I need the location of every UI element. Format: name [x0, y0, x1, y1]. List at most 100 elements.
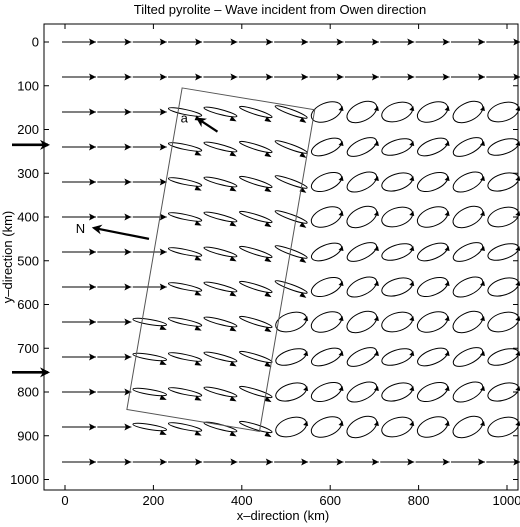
polarization-glyph	[167, 387, 203, 401]
polarization-glyph	[167, 422, 203, 436]
polarization-glyph	[203, 246, 238, 262]
polarization-glyph	[97, 143, 132, 151]
polarization-glyph	[62, 283, 96, 291]
polarization-glyph	[344, 38, 379, 46]
polarization-glyph	[452, 276, 485, 298]
polarization-glyph	[381, 277, 415, 297]
polarization-glyph	[62, 213, 96, 221]
polarization-glyph	[309, 458, 344, 466]
polarization-glyph	[310, 276, 344, 298]
polarization-glyph	[239, 385, 273, 403]
polarization-glyph	[346, 242, 379, 262]
polarization-glyph	[274, 105, 308, 123]
polarization-glyph	[346, 381, 379, 403]
polarization-glyph	[381, 348, 415, 366]
polarization-glyph	[452, 310, 485, 334]
polarization-glyph	[97, 38, 132, 46]
polarization-glyph	[381, 416, 415, 438]
polarization-glyph	[452, 381, 485, 403]
polarization-glyph	[62, 38, 96, 46]
polarization-glyph	[132, 352, 167, 365]
polarization-glyph	[62, 458, 96, 466]
polarization-glyph	[450, 73, 485, 81]
polarization-glyph	[203, 281, 238, 297]
polarization-glyph	[416, 416, 450, 438]
y-tick-label: 100	[17, 78, 39, 93]
x-tick-label: 200	[143, 493, 165, 508]
polarization-glyph	[97, 388, 132, 396]
polarization-glyph	[309, 38, 344, 46]
polarization-glyph	[416, 101, 450, 123]
polarization-glyph	[486, 73, 520, 81]
polarization-glyph	[239, 280, 273, 298]
polarization-glyph	[274, 280, 308, 298]
y-tick-label: 500	[17, 253, 39, 268]
polarization-glyph	[132, 317, 167, 330]
polarization-glyph	[486, 458, 520, 466]
polarization-glyph	[275, 311, 309, 333]
polarization-glyph	[132, 178, 167, 186]
y-tick-label: 900	[17, 428, 39, 443]
polarization-glyph	[417, 347, 450, 367]
polarization-glyph	[62, 108, 96, 116]
polarization-glyph	[97, 178, 132, 186]
polarization-glyph	[344, 458, 379, 466]
polarization-glyph	[346, 100, 379, 124]
polarization-glyph	[310, 101, 344, 123]
polarization-glyph	[97, 458, 132, 466]
polarization-glyph	[381, 101, 415, 123]
polarization-glyph	[97, 213, 132, 221]
polarization-glyph	[203, 386, 238, 402]
north-arrow	[91, 224, 150, 240]
polarization-glyph	[452, 415, 485, 439]
polarization-glyph	[381, 172, 415, 192]
polarization-glyph	[167, 212, 203, 226]
polarization-glyph	[239, 140, 273, 158]
polarization-glyph	[310, 381, 344, 403]
polarization-glyph	[239, 105, 273, 123]
polarization-glyph	[381, 382, 415, 402]
polarization-glyph	[344, 73, 379, 81]
polarization-glyph	[452, 137, 485, 157]
polarization-glyph	[203, 176, 238, 192]
polarization-glyph	[381, 243, 415, 261]
y-tick-label: 0	[32, 35, 39, 50]
polarization-glyph	[380, 38, 415, 46]
polarization-glyph	[452, 242, 485, 262]
polarization-glyph	[346, 205, 379, 229]
polarization-glyph	[274, 140, 308, 158]
polarization-glyph	[167, 142, 203, 156]
polarization-glyph	[450, 38, 485, 46]
y-axis-label: y–direction (km)	[0, 211, 15, 303]
polarization-glyph	[132, 213, 167, 221]
polarization-glyph	[416, 381, 450, 403]
polarization-glyph	[62, 353, 96, 361]
polarization-glyph	[380, 458, 415, 466]
x-axis-ticks: 0 200 400 600 800 1000	[61, 24, 520, 508]
polarization-glyphs	[62, 38, 520, 466]
polarization-glyph	[203, 38, 238, 46]
polarization-glyph	[487, 138, 520, 156]
polarization-glyph	[132, 458, 167, 466]
polarization-glyph	[239, 210, 273, 228]
polarization-glyph	[274, 73, 309, 81]
x-tick-label: 1000	[493, 493, 520, 508]
polarization-glyph	[417, 137, 450, 157]
polarization-glyph	[238, 458, 273, 466]
polarization-glyph	[167, 177, 203, 191]
polarization-glyph	[487, 172, 520, 192]
polarization-glyph	[203, 106, 238, 122]
x-tick-label: 800	[408, 493, 430, 508]
x-axis-label: x–direction (km)	[237, 508, 329, 523]
polarization-glyph	[167, 317, 203, 331]
polarization-glyph	[486, 38, 520, 46]
y-tick-label: 200	[17, 122, 39, 137]
y-tick-label: 600	[17, 297, 39, 312]
polarization-glyph	[168, 38, 203, 46]
polarization-glyph	[346, 276, 379, 298]
polarization-glyph	[62, 143, 96, 151]
y-tick-label: 300	[17, 166, 39, 181]
tilted-region-outline	[126, 87, 316, 432]
polarization-glyph	[132, 73, 167, 81]
